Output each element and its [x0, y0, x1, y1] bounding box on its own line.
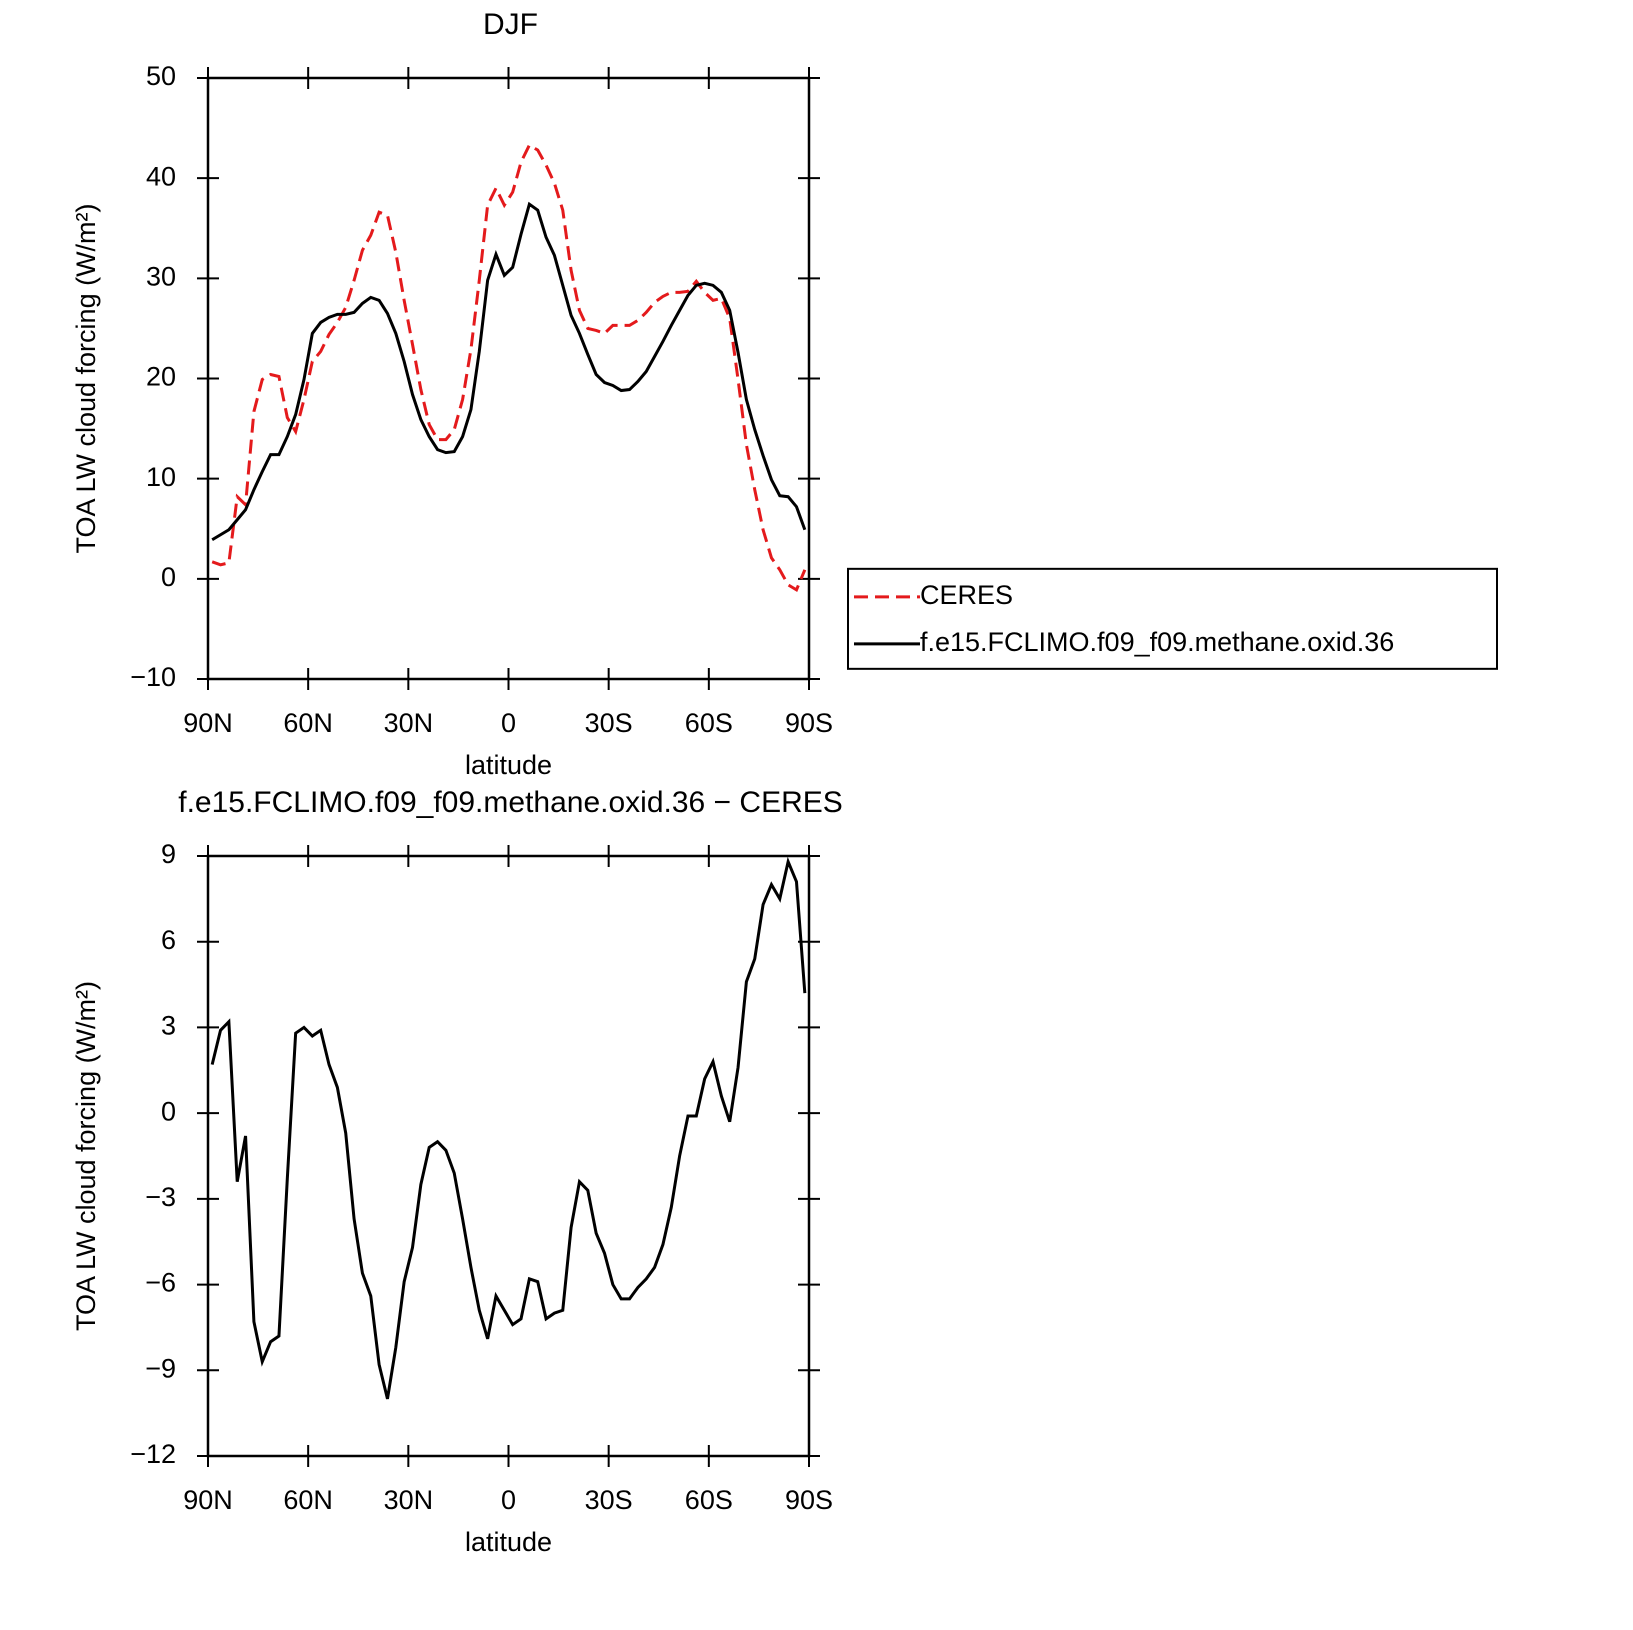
x-tick-label: 60S [685, 1485, 733, 1515]
x-axis-label: latitude [465, 1527, 552, 1557]
y-tick-label: 3 [161, 1011, 176, 1041]
y-tick-label: −9 [145, 1353, 176, 1383]
y-tick-label: 40 [146, 161, 176, 191]
y-tick-label: 9 [161, 839, 176, 869]
legend-box [847, 567, 1498, 670]
y-tick-label: −3 [145, 1182, 176, 1212]
y-tick-label: 20 [146, 362, 176, 392]
chart-title: f.e15.FCLIMO.f09_f09.methane.oxid.36 − C… [178, 786, 843, 819]
y-tick-label: 50 [146, 61, 176, 91]
series-line [210, 856, 807, 1400]
x-tick-label: 60S [685, 708, 733, 738]
plot-frame [206, 76, 811, 681]
x-tick-label: 90S [785, 708, 833, 738]
chart-title: DJF [483, 8, 538, 41]
series-line [211, 201, 807, 542]
legend-label: f.e15.FCLIMO.f09_f09.methane.oxid.36 [920, 627, 1394, 657]
y-tick-label: −6 [145, 1268, 176, 1298]
plot-frame [206, 854, 811, 1458]
x-tick-label: 60N [283, 708, 333, 738]
x-tick-label: 0 [501, 1485, 516, 1515]
x-tick-label: 30S [585, 708, 633, 738]
y-tick-label: 0 [161, 562, 176, 592]
legend-label: CERES [920, 580, 1013, 610]
x-tick-label: 30S [585, 1485, 633, 1515]
y-tick-label: 6 [161, 925, 176, 955]
x-tick-label: 90S [785, 1485, 833, 1515]
series-line [211, 142, 807, 593]
y-axis-label: TOA LW cloud forcing (W/m²) [71, 203, 101, 553]
x-tick-label: 90N [183, 708, 233, 738]
x-tick-label: 90N [183, 1485, 233, 1515]
y-tick-label: 0 [161, 1096, 176, 1126]
y-axis-label: TOA LW cloud forcing (W/m²) [71, 981, 101, 1331]
y-tick-label: −10 [130, 662, 176, 692]
x-axis-label: latitude [465, 750, 552, 780]
x-tick-label: 30N [384, 708, 434, 738]
x-tick-label: 30N [384, 1485, 434, 1515]
y-tick-label: −12 [130, 1439, 176, 1469]
x-tick-label: 60N [283, 1485, 333, 1515]
y-tick-label: 10 [146, 462, 176, 492]
x-tick-label: 0 [501, 708, 516, 738]
y-tick-label: 30 [146, 261, 176, 291]
